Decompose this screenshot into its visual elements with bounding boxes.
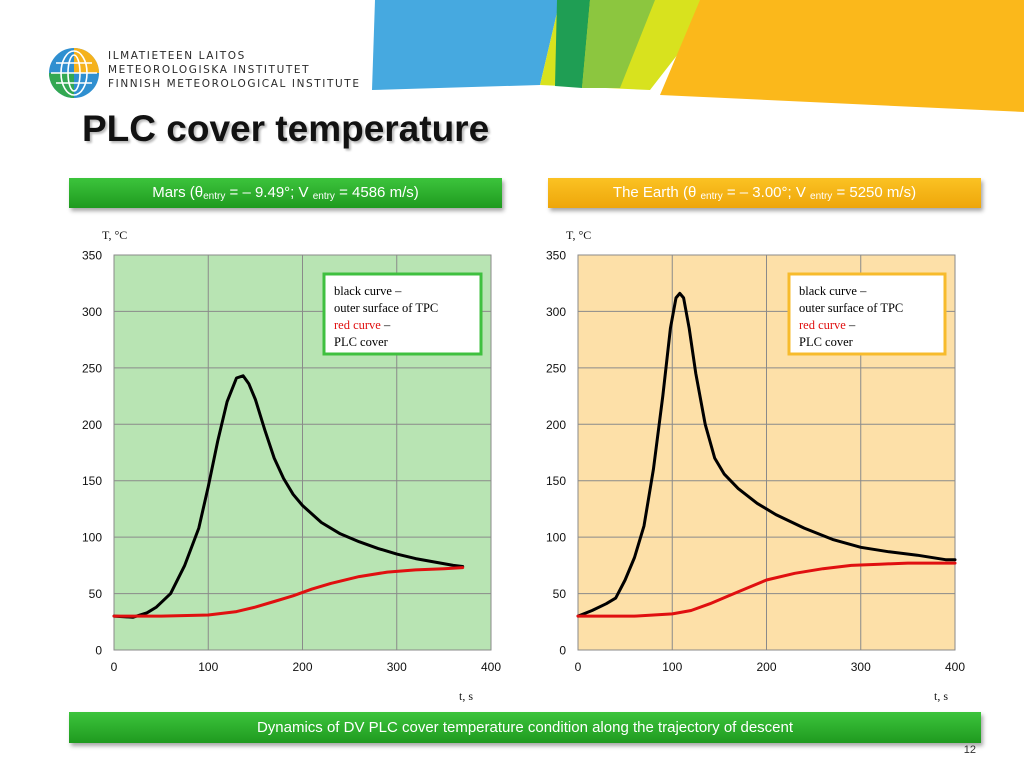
x-tick-label: 300 <box>851 660 871 674</box>
org-line-fi: ILMATIETEEN LAITOS <box>108 50 246 62</box>
mars-v-value: = 4586 m/s <box>334 184 414 201</box>
y-tick-label: 100 <box>82 531 102 545</box>
legend-line-suffix: – <box>846 318 856 332</box>
series-red-curve <box>576 561 957 618</box>
x-tick-label: 300 <box>387 660 407 674</box>
x-axis-label: t, s <box>934 689 948 703</box>
legend-line-text: outer surface of TPC <box>334 301 438 315</box>
y-tick-label: 350 <box>546 249 566 263</box>
y-tick-label: 100 <box>546 531 566 545</box>
organization-name: ILMATIETEEN LAITOS METEOROLOGISKA INSTIT… <box>108 49 361 91</box>
legend-box <box>322 272 483 356</box>
entry-subscript: entry <box>700 191 723 202</box>
y-tick-label: 300 <box>82 305 102 319</box>
y-axis-label: T, °C <box>102 228 127 242</box>
legend-line: red curve – <box>799 318 856 332</box>
legend-line: outer surface of TPC <box>799 301 903 315</box>
y-tick-label: 150 <box>546 474 566 488</box>
entry-subscript: entry <box>312 191 335 202</box>
entry-subscript: entry <box>203 191 226 202</box>
org-line-en: FINNISH METEOROLOGICAL INSTITUTE <box>108 78 361 90</box>
y-axis-label: T, °C <box>566 228 591 242</box>
legend-line-text: PLC cover <box>799 335 854 349</box>
theta-symbol: θ <box>687 184 701 201</box>
y-tick-label: 350 <box>82 249 102 263</box>
earth-name: The Earth <box>612 184 679 201</box>
y-tick-label: 250 <box>82 361 102 375</box>
y-tick-label: 0 <box>95 644 102 658</box>
fmi-logo-icon <box>49 48 99 98</box>
legend-line: red curve – <box>334 318 391 332</box>
y-tick-label: 0 <box>559 644 566 658</box>
legend-line: PLC cover <box>799 335 854 349</box>
x-tick-label: 100 <box>662 660 682 674</box>
page-number: 12 <box>963 744 976 756</box>
slide-title: PLC cover temperature <box>82 108 490 149</box>
footer-caption: Dynamics of DV PLC cover temperature con… <box>69 712 981 743</box>
series-black-curve <box>576 291 957 618</box>
v-symbol: V <box>298 184 313 201</box>
y-tick-label: 250 <box>546 361 566 375</box>
org-line-sv: METEOROLOGISKA INSTITUTET <box>108 64 311 76</box>
theta-symbol: θ <box>194 184 204 201</box>
x-tick-label: 200 <box>292 660 312 674</box>
legend-line-suffix: – <box>381 318 391 332</box>
y-tick-label: 300 <box>546 305 566 319</box>
banner-graphic <box>372 0 1024 112</box>
legend-line-text: black curve – <box>799 284 867 298</box>
legend-line-text: red curve <box>334 318 381 332</box>
y-tick-label: 50 <box>89 587 103 601</box>
legend-line: black curve – <box>799 284 867 298</box>
entry-subscript: entry <box>810 191 833 202</box>
mars-name: Mars <box>152 184 186 201</box>
legend-line-text: outer surface of TPC <box>799 301 903 315</box>
x-axis-label: t, s <box>459 689 473 703</box>
y-tick-label: 150 <box>82 474 102 488</box>
series-red-curve <box>112 566 465 618</box>
x-tick-label: 100 <box>198 660 218 674</box>
earth-theta-value: = – 3.00° <box>722 184 788 201</box>
v-symbol: V <box>795 184 811 201</box>
legend-line: black curve – <box>334 284 402 298</box>
earth-v-value: = 5250 m/s <box>832 184 912 201</box>
y-tick-label: 200 <box>82 418 102 432</box>
x-tick-label: 0 <box>575 660 582 674</box>
legend-line-text: black curve – <box>334 284 402 298</box>
x-tick-label: 0 <box>111 660 118 674</box>
mars-header: Mars (θentry = – 9.49°; V entry = 4586 m… <box>69 178 502 208</box>
legend-line: outer surface of TPC <box>334 301 438 315</box>
legend-line-text: PLC cover <box>334 335 389 349</box>
legend-line: PLC cover <box>334 335 389 349</box>
x-tick-label: 400 <box>945 660 965 674</box>
y-tick-label: 200 <box>546 418 566 432</box>
x-tick-label: 400 <box>481 660 501 674</box>
series-black-curve <box>112 374 465 619</box>
y-tick-label: 50 <box>553 587 567 601</box>
mars-theta-value: = – 9.49° <box>225 184 291 201</box>
x-tick-label: 200 <box>756 660 776 674</box>
earth-header: The Earth (θ entry = – 3.00°; V entry = … <box>548 178 981 208</box>
legend-line-text: red curve <box>799 318 846 332</box>
legend-box <box>787 272 947 356</box>
